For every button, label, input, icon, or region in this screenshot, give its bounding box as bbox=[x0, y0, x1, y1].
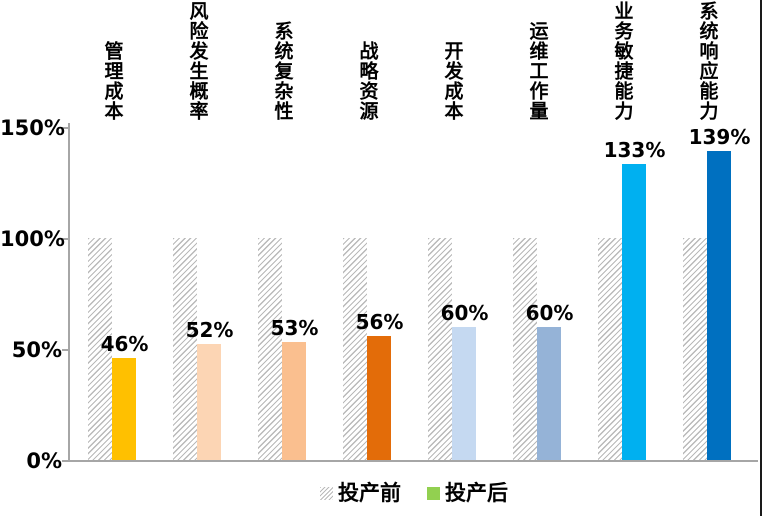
y-axis-tick bbox=[62, 460, 69, 462]
category-label: 开发成本 bbox=[441, 41, 464, 121]
value-label: 46% bbox=[100, 331, 149, 356]
bar-before-1 bbox=[88, 237, 112, 460]
bar-before-6 bbox=[513, 237, 537, 460]
category-label: 管理成本 bbox=[101, 41, 124, 121]
value-label: 139% bbox=[688, 124, 751, 149]
legend: 投产前 投产后 bbox=[69, 482, 759, 504]
y-axis-tick-label: 150% bbox=[0, 115, 65, 140]
bar-after-2 bbox=[197, 344, 221, 460]
bar-after-4 bbox=[367, 335, 391, 460]
category-label: 系统复杂性 bbox=[271, 21, 294, 121]
value-label: 52% bbox=[185, 318, 234, 343]
category-label: 业务敏捷能力 bbox=[611, 1, 634, 121]
y-axis-tick bbox=[62, 348, 69, 351]
y-axis-tick-label: 50% bbox=[11, 337, 62, 362]
category-label: 运维工作量 bbox=[526, 21, 549, 121]
y-axis-line bbox=[68, 123, 70, 462]
y-axis-tick-label: 100% bbox=[0, 226, 65, 251]
x-axis-line bbox=[68, 460, 758, 462]
legend-swatch-solid bbox=[427, 486, 440, 500]
category-label: 风险发生概率 bbox=[186, 1, 209, 121]
legend-label: 投产后 bbox=[445, 481, 508, 505]
bar-before-5 bbox=[428, 237, 452, 460]
value-label: 60% bbox=[440, 300, 489, 325]
y-axis-tick bbox=[62, 237, 69, 240]
value-label: 133% bbox=[603, 138, 666, 163]
bar-after-3 bbox=[282, 342, 306, 460]
legend-label: 投产前 bbox=[338, 481, 401, 505]
value-label: 53% bbox=[270, 316, 319, 341]
y-axis-tick-label: 0% bbox=[26, 449, 62, 473]
bar-after-1 bbox=[112, 357, 136, 460]
bar-before-8 bbox=[683, 237, 707, 460]
category-label: 战略资源 bbox=[356, 41, 379, 121]
bar-after-7 bbox=[622, 164, 646, 460]
bar-before-7 bbox=[598, 237, 622, 460]
bar-before-4 bbox=[343, 237, 367, 460]
category-label: 系统响应能力 bbox=[696, 1, 719, 121]
y-axis-tick bbox=[62, 126, 69, 129]
bar-after-8 bbox=[707, 150, 731, 460]
bar-after-6 bbox=[537, 326, 561, 460]
value-label: 60% bbox=[525, 300, 574, 325]
legend-item-2: 投产后 bbox=[427, 482, 508, 504]
value-label: 56% bbox=[355, 309, 404, 334]
right-border-line bbox=[760, 0, 762, 516]
legend-item-1: 投产前 bbox=[320, 482, 401, 504]
bar-after-5 bbox=[452, 326, 476, 460]
legend-swatch-hatched bbox=[320, 486, 333, 500]
bar-before-3 bbox=[258, 237, 282, 460]
bar-before-2 bbox=[173, 237, 197, 460]
